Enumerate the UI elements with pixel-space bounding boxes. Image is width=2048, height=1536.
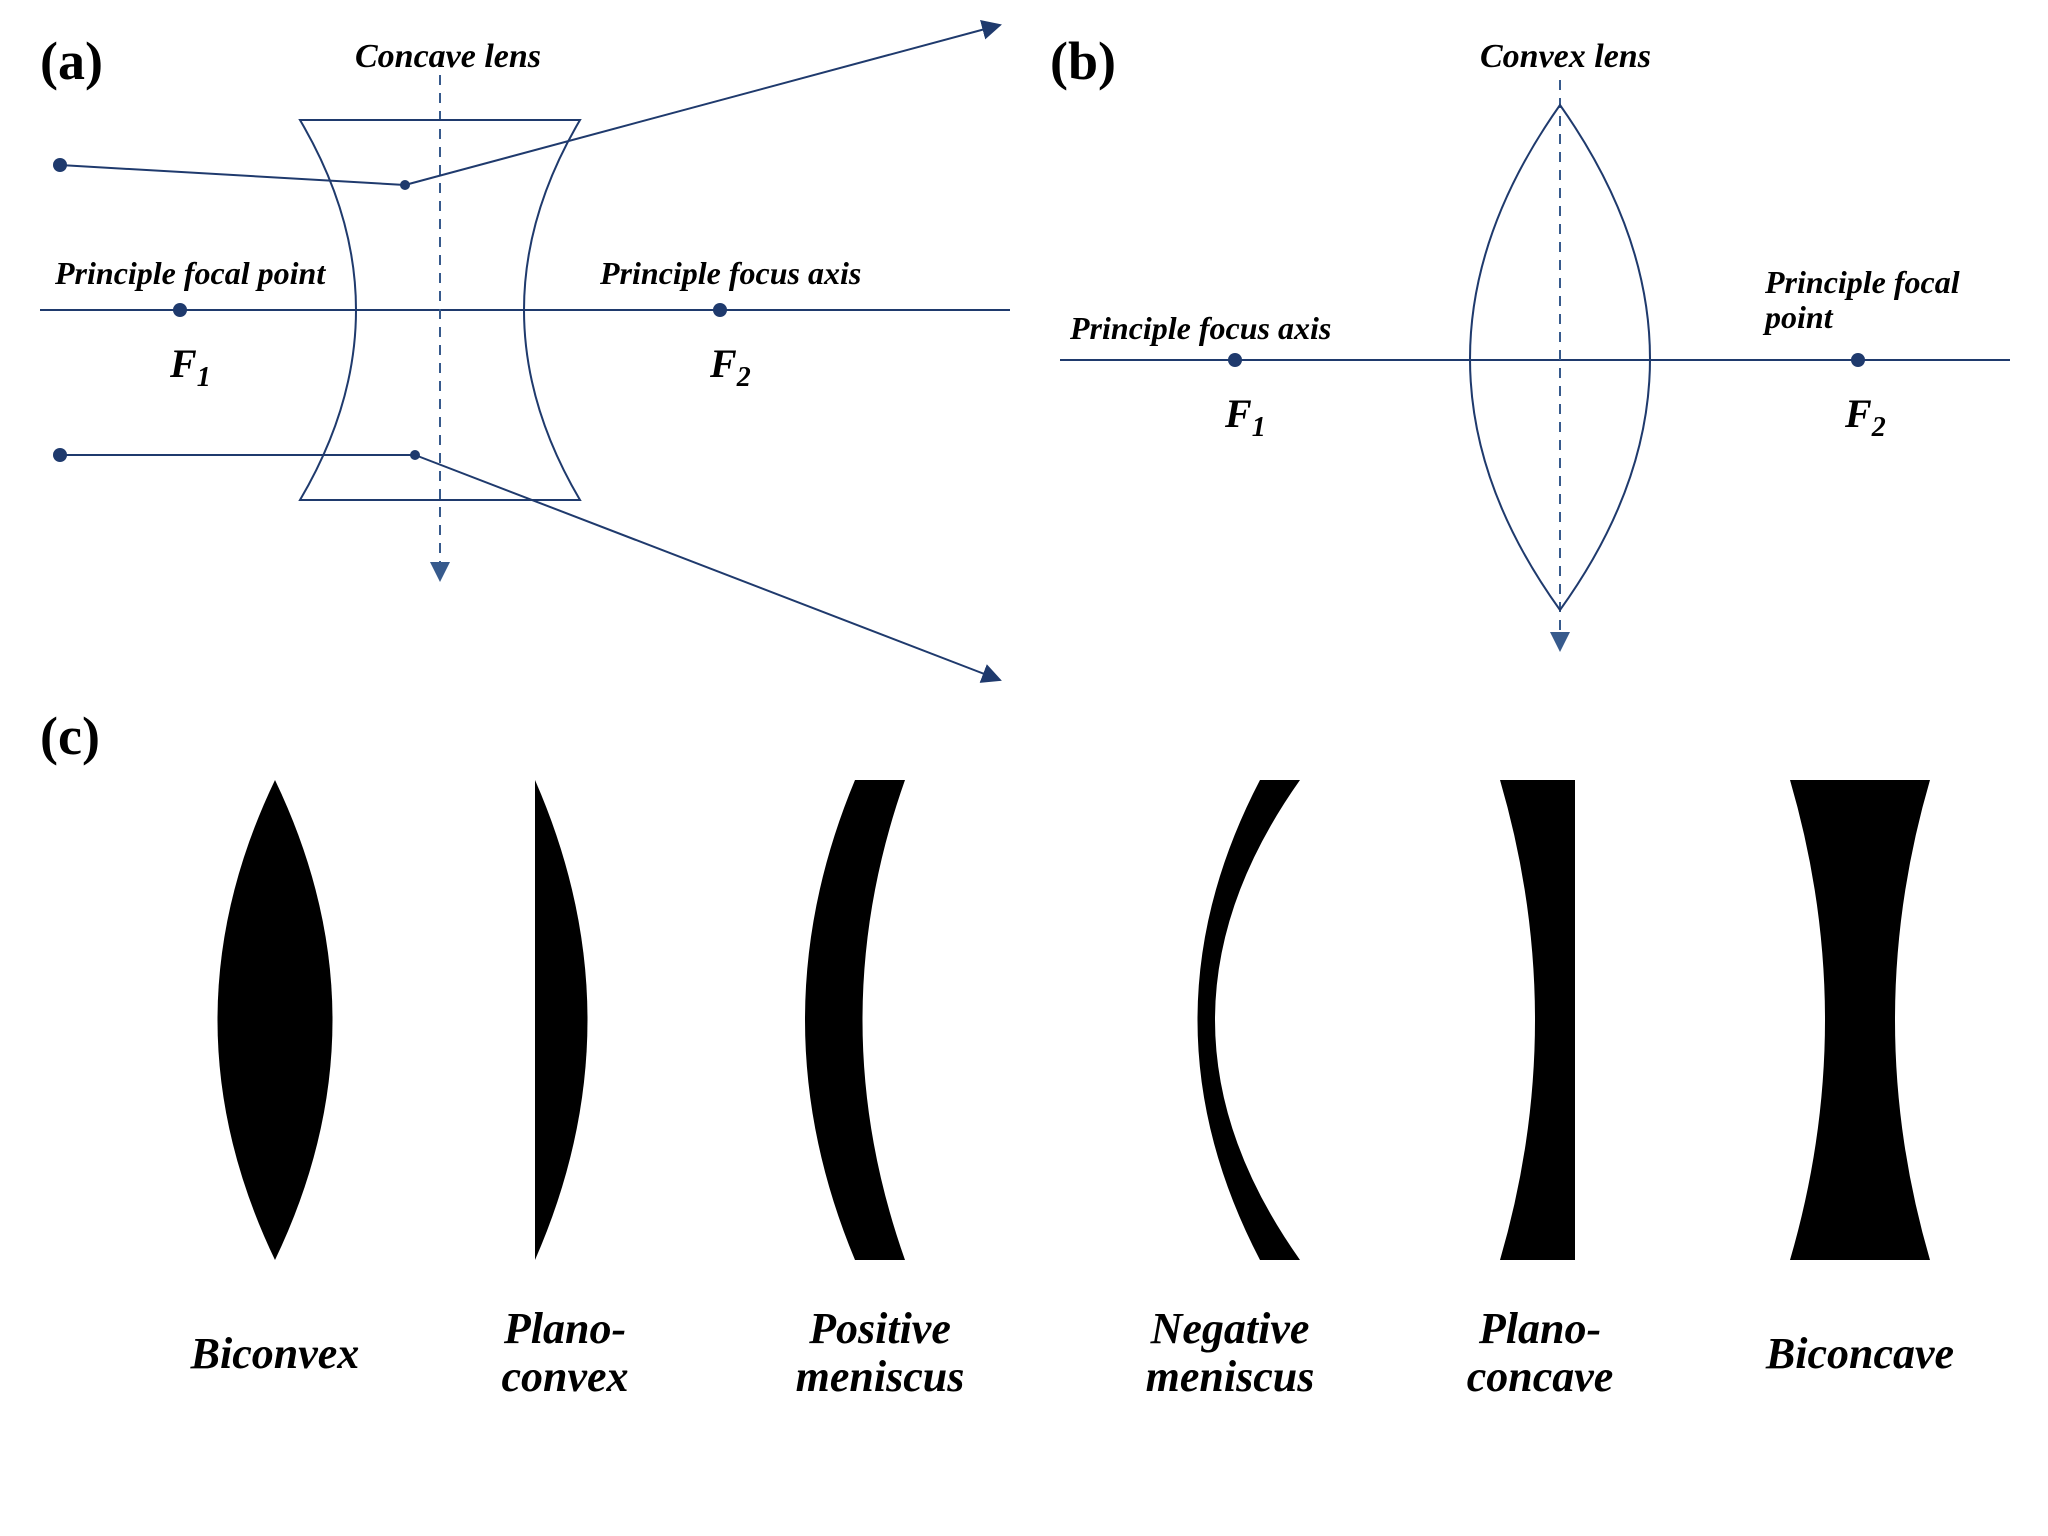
title-b: Convex lens <box>1480 38 1651 76</box>
left-label-b: Principle focus axis <box>1070 310 1331 347</box>
negative-meniscus-shape <box>1198 780 1301 1260</box>
f1-b: F1 <box>1225 390 1266 444</box>
panel-b-svg <box>1040 0 2040 700</box>
left-label-a: Principle focal point <box>55 255 325 292</box>
plano-convex-label: Plano-convex <box>455 1305 675 1402</box>
f2-dot-b <box>1851 353 1865 367</box>
f1-a: F1 <box>170 340 211 394</box>
positive-meniscus-shape <box>805 780 905 1260</box>
plano-convex-shape <box>535 780 588 1260</box>
right-label-b: Principle focalpoint <box>1765 265 1960 335</box>
plano-concave-label: Plano-concave <box>1425 1305 1655 1402</box>
f2-a: F2 <box>710 340 751 394</box>
biconcave-label: Biconcave <box>1725 1330 1995 1378</box>
panel-a-svg <box>0 0 1020 700</box>
right-label-a: Principle focus axis <box>600 255 861 292</box>
f1-dot-b <box>1228 353 1242 367</box>
negative-meniscus-label: Negativemeniscus <box>1105 1305 1355 1402</box>
biconvex-shape <box>218 780 333 1260</box>
f1-dot-a <box>173 303 187 317</box>
positive-meniscus-label: Positivemeniscus <box>755 1305 1005 1402</box>
f2-b: F2 <box>1845 390 1886 444</box>
biconcave-shape <box>1790 780 1930 1260</box>
panel-c-svg <box>0 770 2048 1330</box>
biconvex-label: Biconvex <box>150 1330 400 1378</box>
f2-dot-a <box>713 303 727 317</box>
plano-concave-shape <box>1500 780 1575 1260</box>
title-a: Concave lens <box>355 38 541 76</box>
panel-c-label: (c) <box>40 705 100 767</box>
